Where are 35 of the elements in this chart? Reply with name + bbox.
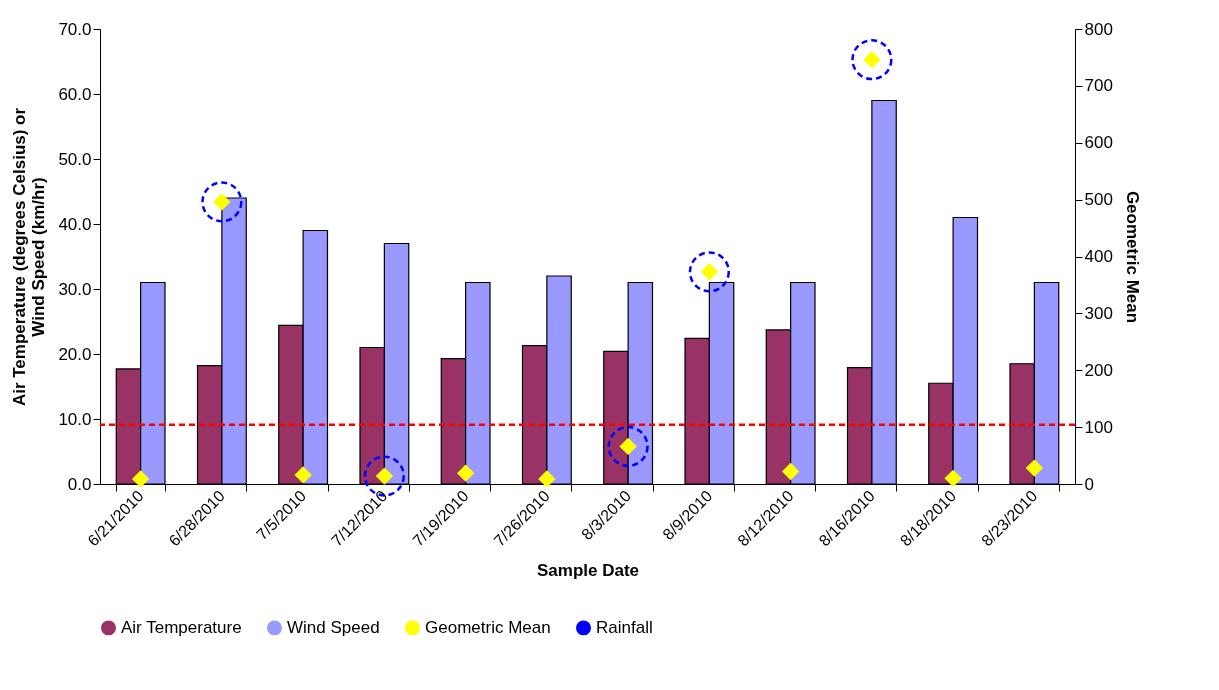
point — [294, 466, 312, 484]
point — [607, 425, 649, 468]
y2-tick-label: 600 — [1084, 133, 1113, 153]
point — [456, 464, 475, 482]
y2-tick-label: 0 — [1084, 474, 1094, 494]
y2-tick-label: 300 — [1084, 303, 1113, 323]
point — [1025, 459, 1044, 477]
point — [201, 181, 243, 223]
y-axis-title: Air Temperature (degrees Celsius) or Wind Speed (km/hr) — [10, 107, 49, 407]
y2-tick-label: 400 — [1084, 247, 1113, 266]
point — [944, 469, 962, 487]
y2-tick-label: 700 — [1084, 76, 1113, 96]
point — [851, 39, 893, 81]
legend-label: Wind Speed — [287, 617, 380, 637]
y2-tick-label: 100 — [1084, 417, 1113, 437]
y-tick-label: 40.0 — [58, 214, 92, 234]
y2-tick-label: 200 — [1084, 360, 1113, 380]
y-tick-label: 70.0 — [58, 19, 92, 39]
y2-tick-label: 500 — [1084, 190, 1113, 210]
y-tick-label: 0.0 — [67, 474, 92, 494]
legend-label: Geometric Mean — [425, 617, 551, 637]
point — [538, 470, 556, 488]
point — [781, 462, 800, 481]
legend-label: Rainfall — [596, 617, 653, 637]
y-tick-label: 50.0 — [58, 149, 92, 169]
y2-tick-label: 800 — [1084, 19, 1113, 39]
y-tick-label: 60.0 — [58, 84, 92, 104]
point — [688, 251, 730, 293]
y2-axis-title: Geometric Mean — [1122, 190, 1142, 324]
y-tick-label: 10.0 — [58, 409, 92, 429]
legend-label: Air Temperature — [121, 617, 242, 637]
x-axis-title: Sample Date — [536, 561, 640, 581]
point — [131, 470, 150, 488]
y-tick-label: 20.0 — [58, 344, 92, 364]
y-tick-label: 30.0 — [58, 279, 92, 299]
